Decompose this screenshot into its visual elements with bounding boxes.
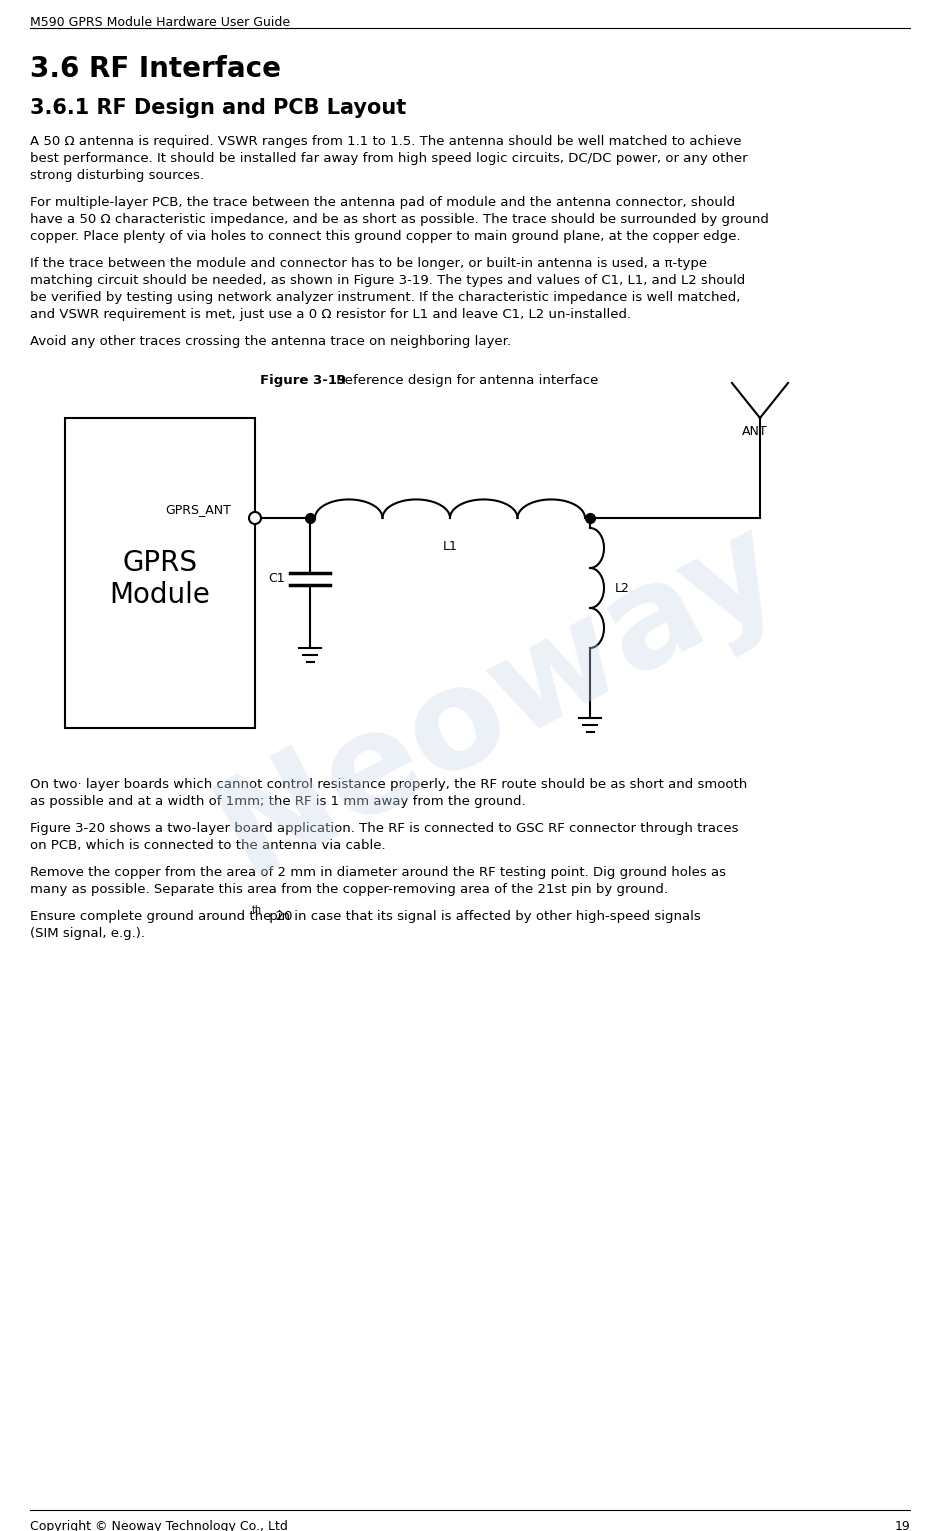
Text: Figure 3-19: Figure 3-19 [260, 374, 346, 387]
Text: many as possible. Separate this area from the copper-removing area of the 21st p: many as possible. Separate this area fro… [30, 883, 668, 896]
Text: L1: L1 [443, 539, 458, 553]
Text: strong disturbing sources.: strong disturbing sources. [30, 168, 204, 182]
Text: ANT: ANT [742, 426, 768, 438]
Text: 3.6 RF Interface: 3.6 RF Interface [30, 55, 281, 83]
Text: Figure 3-20 shows a two-layer board application. The RF is connected to GSC RF c: Figure 3-20 shows a two-layer board appl… [30, 822, 738, 834]
Text: For multiple-layer PCB, the trace between the antenna pad of module and the ante: For multiple-layer PCB, the trace betwee… [30, 196, 735, 210]
Circle shape [249, 511, 261, 524]
Text: Ensure complete ground around the 20: Ensure complete ground around the 20 [30, 909, 293, 923]
Text: Reference design for antenna interface: Reference design for antenna interface [332, 374, 598, 387]
Text: copper. Place plenty of via holes to connect this ground copper to main ground p: copper. Place plenty of via holes to con… [30, 230, 741, 243]
Text: Remove the copper from the area of 2 mm in diameter around the RF testing point.: Remove the copper from the area of 2 mm … [30, 867, 726, 879]
Text: GPRS: GPRS [123, 550, 198, 577]
Text: matching circuit should be needed, as shown in Figure 3-19. The types and values: matching circuit should be needed, as sh… [30, 274, 746, 286]
Text: GPRS_ANT: GPRS_ANT [165, 504, 231, 516]
Bar [65, 418, 255, 729]
Text: (SIM signal, e.g.).: (SIM signal, e.g.). [30, 926, 145, 940]
Text: as possible and at a width of 1mm; the RF is 1 mm away from the ground.: as possible and at a width of 1mm; the R… [30, 795, 525, 808]
Text: On two· layer boards which cannot control resistance properly, the RF route shou: On two· layer boards which cannot contro… [30, 778, 748, 792]
Text: C1: C1 [268, 573, 285, 585]
Text: If the trace between the module and connector has to be longer, or built-in ante: If the trace between the module and conn… [30, 257, 707, 269]
Text: M590 GPRS Module Hardware User Guide: M590 GPRS Module Hardware User Guide [30, 15, 290, 29]
Text: and VSWR requirement is met, just use a 0 Ω resistor for L1 and leave C1, L2 un-: and VSWR requirement is met, just use a … [30, 308, 631, 322]
Text: have a 50 Ω characteristic impedance, and be as short as possible. The trace sho: have a 50 Ω characteristic impedance, an… [30, 213, 769, 227]
Text: Module: Module [110, 580, 210, 609]
Text: th: th [252, 905, 262, 916]
Text: Neoway: Neoway [197, 496, 803, 903]
Text: A 50 Ω antenna is required. VSWR ranges from 1.1 to 1.5. The antenna should be w: A 50 Ω antenna is required. VSWR ranges … [30, 135, 742, 149]
Text: 3.6.1 RF Design and PCB Layout: 3.6.1 RF Design and PCB Layout [30, 98, 406, 118]
Text: Copyright © Neoway Technology Co., Ltd: Copyright © Neoway Technology Co., Ltd [30, 1520, 288, 1531]
Text: on PCB, which is connected to the antenna via cable.: on PCB, which is connected to the antenn… [30, 839, 386, 851]
Text: be verified by testing using network analyzer instrument. If the characteristic : be verified by testing using network ana… [30, 291, 740, 305]
Text: 19: 19 [894, 1520, 910, 1531]
Text: best performance. It should be installed far away from high speed logic circuits: best performance. It should be installed… [30, 152, 748, 165]
Text: Avoid any other traces crossing the antenna trace on neighboring layer.: Avoid any other traces crossing the ante… [30, 335, 511, 348]
Text: L2: L2 [615, 582, 630, 594]
Text: pin in case that its signal is affected by other high-speed signals: pin in case that its signal is affected … [265, 909, 701, 923]
